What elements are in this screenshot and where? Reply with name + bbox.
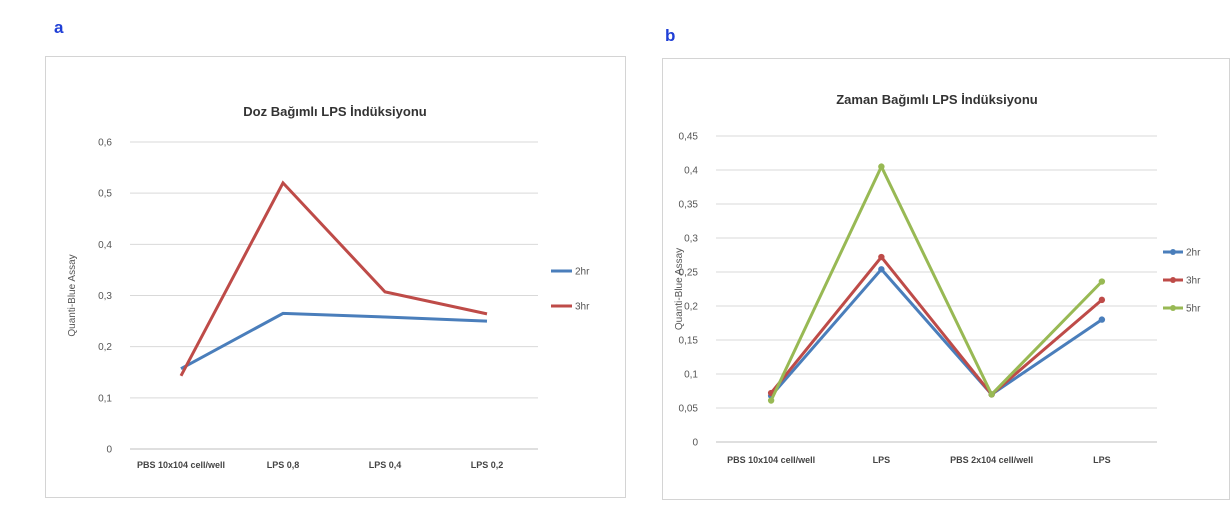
chart-b-series-3hr-line <box>769 254 1103 397</box>
chart-b-y-axis-title: Quanti-Blue Assay <box>674 248 685 330</box>
chart-b-series-5hr-point <box>988 391 995 398</box>
chart-b-series-5hr-point <box>767 397 775 404</box>
chart-b-x-tick-label: PBS 10x104 cell/well <box>727 455 815 465</box>
chart-b-y-tick-label: 0,2 <box>684 302 698 313</box>
chart-b-series-2hr-point <box>878 266 885 273</box>
chart-b-legend-2hr-label: 2hr <box>1186 248 1201 259</box>
chart-b-title: Zaman Bağımlı LPS İndüksiyonu <box>836 92 1038 107</box>
chart-b-x-tick-label: LPS <box>873 455 891 465</box>
chart-b-legend-5hr-label: 5hr <box>1186 304 1201 315</box>
chart-a-x-tick-label: LPS 0,2 <box>471 460 504 470</box>
chart-a-x-tick-label: PBS 10x104 cell/well <box>137 460 225 470</box>
chart-a-y-tick-label: 0,6 <box>98 138 112 149</box>
chart-b-legend-3hr-marker <box>1170 277 1176 283</box>
chart-a-y-tick-label: 0,3 <box>98 291 112 302</box>
chart-b-y-tick-label: 0,4 <box>684 166 698 177</box>
chart-b-frame <box>662 58 1230 500</box>
chart-a-title: Doz Bağımlı LPS İndüksiyonu <box>243 104 427 119</box>
chart-b-legend-5hr-marker <box>1170 305 1176 311</box>
chart-a-y-tick-label: 0,4 <box>98 240 112 251</box>
chart-b-y-tick-label: 0,45 <box>679 132 699 143</box>
chart-b-y-tick-label: 0,3 <box>684 234 698 245</box>
chart-b-series-3hr-point <box>1098 296 1106 304</box>
chart-a-x-tick-label: LPS 0,8 <box>267 460 300 470</box>
chart-a-y-tick-label: 0,5 <box>98 189 112 200</box>
panel-label-b: b <box>665 26 676 45</box>
chart-b-legend-3hr-label: 3hr <box>1186 276 1201 287</box>
chart-b-x-tick-label: LPS <box>1093 455 1111 465</box>
chart-a-x-tick-label: LPS 0,4 <box>369 460 402 470</box>
chart-b-series-3hr-point <box>878 253 885 261</box>
chart-b-y-tick-label: 0 <box>692 438 698 449</box>
chart-a-legend-3hr-label: 3hr <box>575 302 590 313</box>
chart-b-y-tick-label: 0,1 <box>684 370 698 381</box>
chart-a-series-2hr-line <box>180 311 488 371</box>
chart-b-y-tick-label: 0,35 <box>679 200 699 211</box>
chart-b-series-5hr-line <box>769 163 1103 402</box>
chart-b-x-tick-label: PBS 2x104 cell/well <box>950 455 1033 465</box>
chart-a-y-tick-label: 0,2 <box>98 342 112 353</box>
chart-b-y-tick-label: 0,25 <box>679 268 699 279</box>
chart-b-series-2hr-line <box>769 267 1103 397</box>
chart-a-legend-2hr-label: 2hr <box>575 267 590 278</box>
chart-b-y-tick-label: 0,15 <box>679 336 699 347</box>
chart-a-frame <box>45 56 626 498</box>
panel-label-a: a <box>54 18 64 37</box>
chart-a-y-axis-title: Quanti-Blue Assay <box>67 254 78 336</box>
chart-a-series-3hr-line <box>179 180 488 377</box>
chart-b-series-5hr-point <box>1098 278 1106 285</box>
chart-b-series-5hr-point <box>878 163 885 170</box>
chart-b-legend-2hr-marker <box>1170 249 1176 255</box>
chart-b-y-tick-label: 0,05 <box>679 404 699 415</box>
chart-a-y-tick-label: 0,1 <box>98 393 112 404</box>
chart-b-series-2hr-point <box>1098 316 1106 323</box>
chart-a-y-tick-label: 0 <box>106 445 112 456</box>
